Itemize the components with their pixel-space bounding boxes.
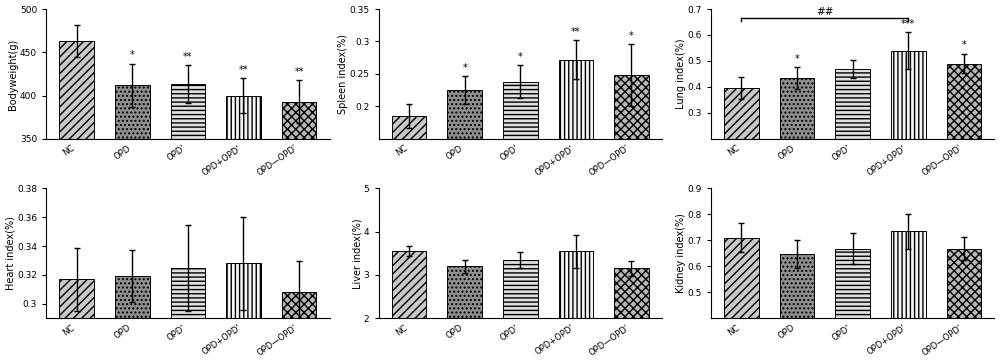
Bar <box>947 249 981 318</box>
Bar <box>115 276 150 318</box>
Bar <box>226 264 261 318</box>
Bar <box>724 238 759 318</box>
Text: *: * <box>795 54 799 64</box>
Bar <box>282 102 316 139</box>
Text: **: ** <box>294 67 304 77</box>
Bar <box>171 268 205 318</box>
Bar <box>891 231 926 318</box>
Bar <box>392 251 426 318</box>
Text: *: * <box>629 31 634 41</box>
Bar <box>614 75 649 139</box>
Bar <box>835 249 870 318</box>
Text: **: ** <box>571 27 581 37</box>
Bar <box>282 292 316 318</box>
Text: ***: *** <box>901 19 915 29</box>
Bar <box>780 78 814 139</box>
Text: *: * <box>518 52 523 62</box>
Bar <box>780 254 814 318</box>
Text: *: * <box>130 50 135 60</box>
Bar <box>226 95 261 139</box>
Bar <box>115 85 150 139</box>
Bar <box>447 90 482 139</box>
Y-axis label: Lung index(%): Lung index(%) <box>676 38 686 109</box>
Bar <box>724 88 759 139</box>
Y-axis label: Liver index(%): Liver index(%) <box>352 218 362 289</box>
Bar <box>835 69 870 139</box>
Text: ##: ## <box>816 7 834 17</box>
Bar <box>171 84 205 139</box>
Bar <box>503 260 538 318</box>
Bar <box>891 50 926 139</box>
Y-axis label: Bodyweight(g): Bodyweight(g) <box>8 38 18 110</box>
Bar <box>559 60 593 139</box>
Text: **: ** <box>183 52 193 62</box>
Y-axis label: Heart index(%): Heart index(%) <box>6 216 16 290</box>
Bar <box>947 64 981 139</box>
Bar <box>59 41 94 139</box>
Bar <box>503 82 538 139</box>
Text: **: ** <box>239 65 248 75</box>
Bar <box>447 266 482 318</box>
Bar <box>59 279 94 318</box>
Text: *: * <box>961 40 966 50</box>
Y-axis label: Kidney index(%): Kidney index(%) <box>676 213 686 293</box>
Bar <box>392 116 426 139</box>
Bar <box>614 269 649 318</box>
Bar <box>559 251 593 318</box>
Y-axis label: Spleen index(%): Spleen index(%) <box>338 34 348 114</box>
Text: *: * <box>462 62 467 73</box>
